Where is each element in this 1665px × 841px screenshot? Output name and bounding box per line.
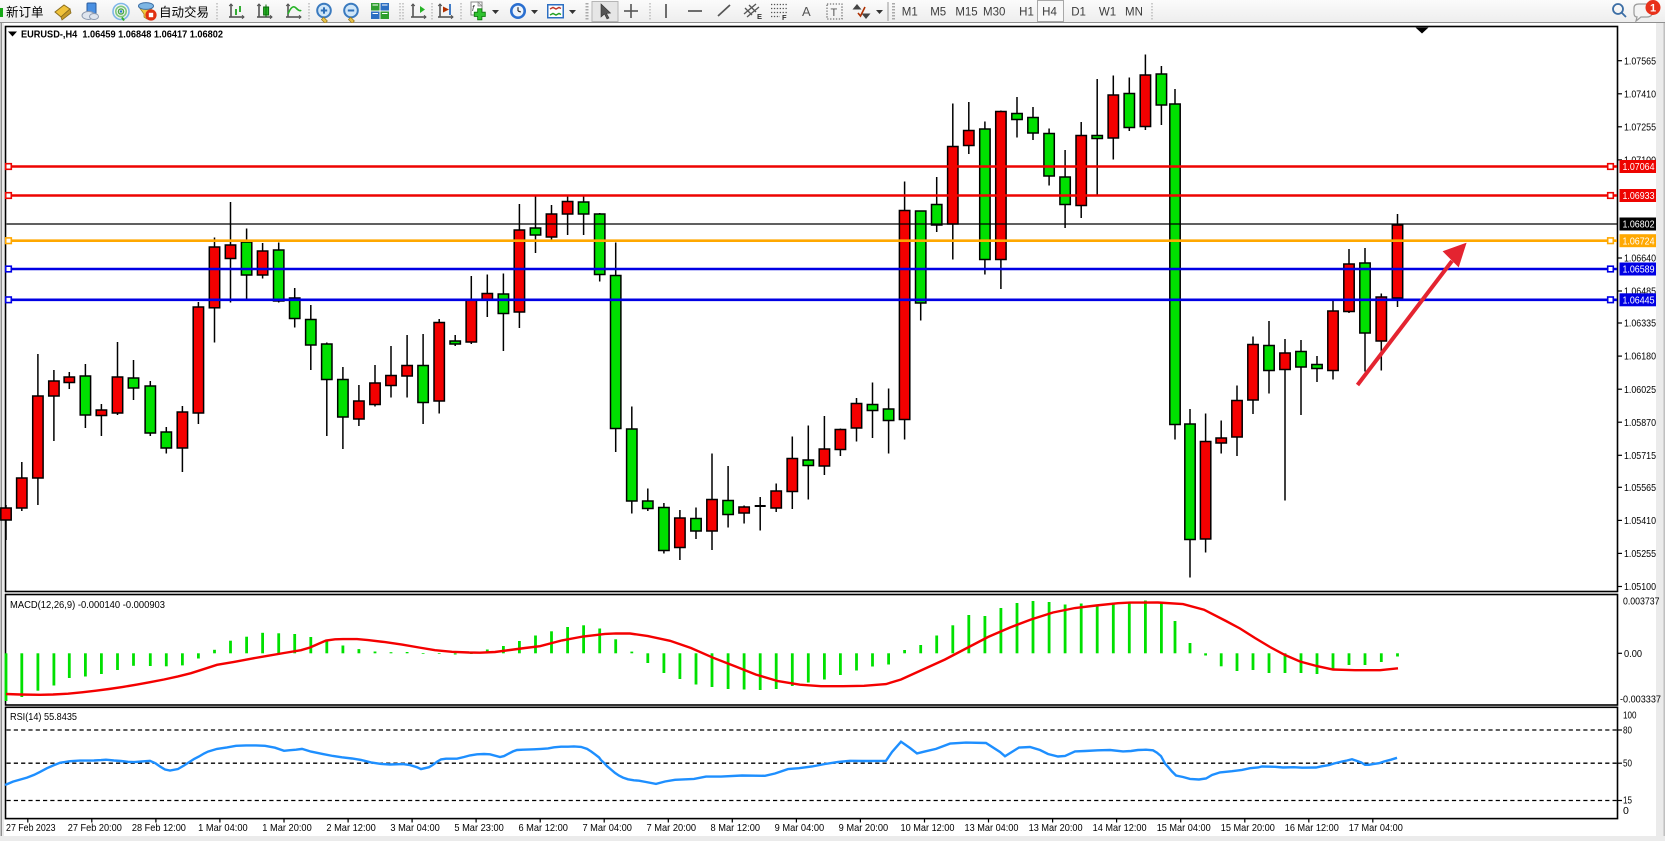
svg-text:27 Feb 20:00: 27 Feb 20:00 [68,822,122,834]
svg-text:28 Feb 12:00: 28 Feb 12:00 [132,822,186,834]
svg-text:15 Mar 04:00: 15 Mar 04:00 [1157,822,1211,834]
svg-text:F: F [782,13,787,22]
svg-text:1.05870: 1.05870 [1624,417,1656,429]
svg-text:1.06589: 1.06589 [1623,264,1655,276]
svg-text:MN: MN [1125,7,1143,19]
svg-text:17 Mar 04:00: 17 Mar 04:00 [1349,822,1403,834]
svg-text:100: 100 [1623,710,1637,722]
svg-text:T: T [831,7,838,19]
svg-text:27 Feb 2023: 27 Feb 2023 [6,822,56,834]
svg-text:50: 50 [1623,758,1632,770]
svg-text:1.05410: 1.05410 [1624,515,1656,527]
svg-text:f: f [472,4,475,13]
svg-text:9 Mar 04:00: 9 Mar 04:00 [775,822,825,834]
svg-text:1: 1 [1650,3,1656,15]
svg-text:15: 15 [1623,795,1632,807]
svg-text:-0.003337: -0.003337 [1620,694,1661,706]
svg-text:15 Mar 20:00: 15 Mar 20:00 [1221,822,1275,834]
svg-text:1.05100: 1.05100 [1624,581,1656,593]
svg-text:8 Mar 12:00: 8 Mar 12:00 [711,822,761,834]
svg-text:3 Mar 04:00: 3 Mar 04:00 [390,822,440,834]
svg-text:RSI(14) 55.8435: RSI(14) 55.8435 [10,711,77,723]
svg-text:13 Mar 20:00: 13 Mar 20:00 [1029,822,1083,834]
svg-text:1.06025: 1.06025 [1624,384,1656,396]
svg-text:1.07064: 1.07064 [1623,161,1655,173]
svg-text:H1: H1 [1019,7,1034,19]
svg-text:7 Mar 20:00: 7 Mar 20:00 [647,822,697,834]
svg-text:16 Mar 12:00: 16 Mar 12:00 [1285,822,1339,834]
svg-text:A: A [802,4,811,19]
svg-text:1.06445: 1.06445 [1623,294,1655,306]
svg-text:9 Mar 20:00: 9 Mar 20:00 [839,822,889,834]
svg-text:W1: W1 [1099,7,1116,19]
svg-text:1.06724: 1.06724 [1623,235,1655,247]
svg-text:80: 80 [1623,725,1632,737]
svg-text:MACD(12,26,9) -0.000140 -0.000: MACD(12,26,9) -0.000140 -0.000903 [10,599,165,611]
svg-text:新订单: 新订单 [6,5,44,20]
svg-text:1.05565: 1.05565 [1624,482,1656,494]
svg-text:1 Mar 20:00: 1 Mar 20:00 [262,822,312,834]
svg-text:1.06933: 1.06933 [1623,190,1655,202]
svg-text:M15: M15 [955,7,977,19]
svg-text:自动交易: 自动交易 [159,5,209,20]
svg-text:14 Mar 12:00: 14 Mar 12:00 [1093,822,1147,834]
svg-text:1.06335: 1.06335 [1624,318,1656,330]
svg-text:1.06640: 1.06640 [1624,253,1656,265]
svg-text:M5: M5 [930,7,946,19]
svg-text:1.05255: 1.05255 [1624,548,1656,560]
svg-text:0.003737: 0.003737 [1623,596,1660,608]
svg-text:2 Mar 12:00: 2 Mar 12:00 [326,822,376,834]
svg-text:6 Mar 12:00: 6 Mar 12:00 [518,822,568,834]
svg-text:1.07565: 1.07565 [1624,55,1656,67]
svg-text:1.06802: 1.06802 [1623,219,1655,231]
svg-text:1.07410: 1.07410 [1624,88,1656,100]
svg-text:1.07255: 1.07255 [1624,121,1656,133]
svg-text:1.06180: 1.06180 [1624,351,1656,363]
svg-text:7 Mar 04:00: 7 Mar 04:00 [582,822,632,834]
svg-text:D1: D1 [1071,7,1086,19]
svg-text:H4: H4 [1042,7,1057,19]
svg-text:13 Mar 04:00: 13 Mar 04:00 [965,822,1019,834]
svg-text:M30: M30 [983,7,1005,19]
svg-text:0: 0 [1623,805,1629,817]
svg-text:10 Mar 12:00: 10 Mar 12:00 [901,822,955,834]
svg-text:0.00: 0.00 [1624,648,1642,660]
svg-text:EURUSD-,H4 1.06459 1.06848 1.: EURUSD-,H4 1.06459 1.06848 1.06417 1.068… [21,29,223,41]
svg-text:1.05715: 1.05715 [1624,450,1656,462]
svg-text:1 Mar 04:00: 1 Mar 04:00 [198,822,248,834]
svg-text:E: E [757,12,762,21]
svg-text:M1: M1 [902,7,918,19]
svg-text:5 Mar 23:00: 5 Mar 23:00 [454,822,504,834]
